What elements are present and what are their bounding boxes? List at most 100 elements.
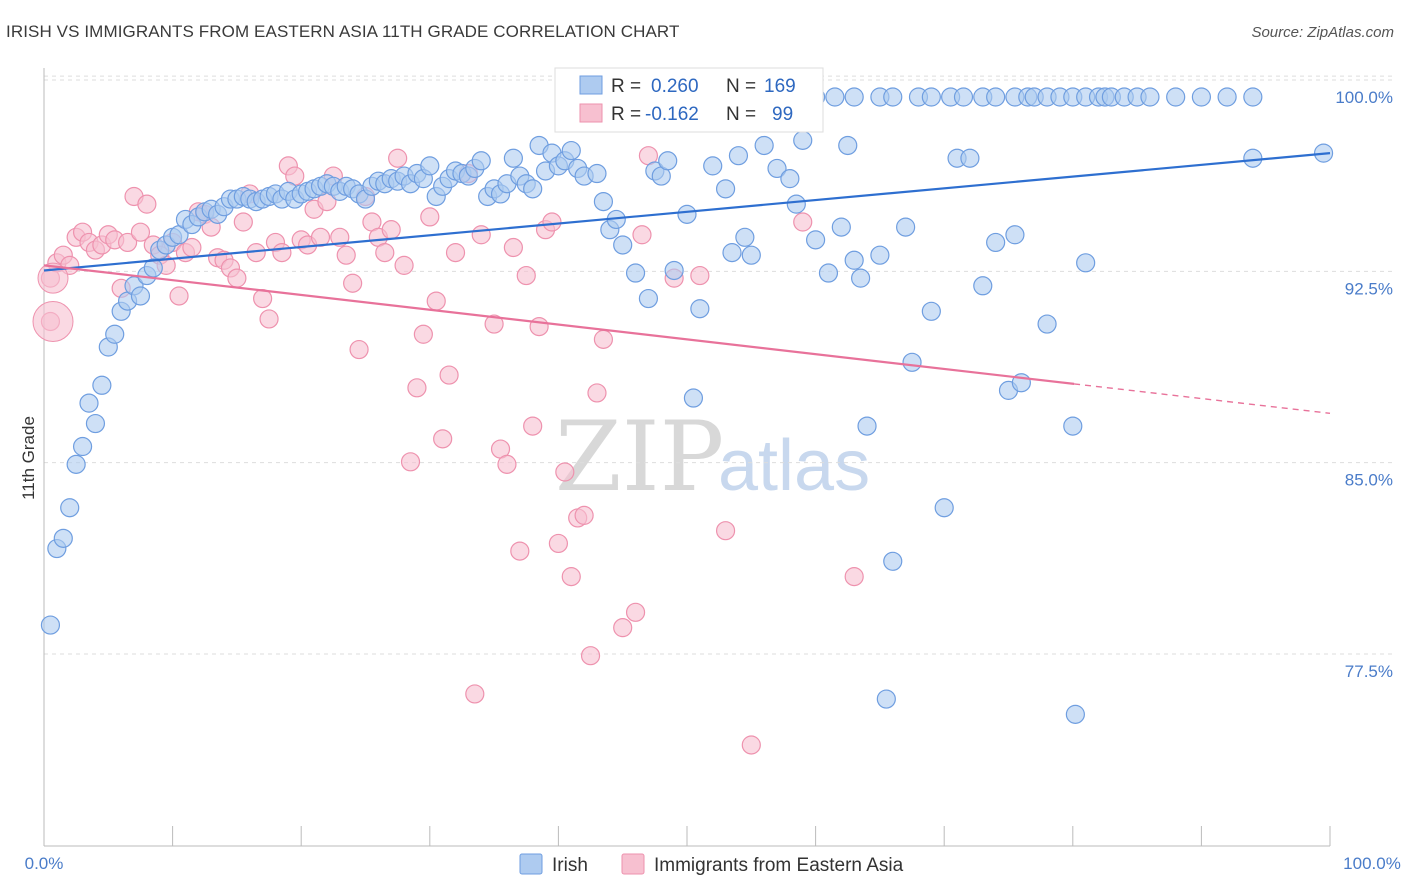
irish-point bbox=[66, 454, 86, 474]
asia-point bbox=[580, 646, 601, 666]
asia-point bbox=[445, 243, 466, 263]
x-tick-label-max: 100.0% bbox=[1343, 854, 1401, 873]
asia-point bbox=[259, 309, 279, 329]
stats-irish-r-value: 0.260 bbox=[651, 76, 699, 97]
irish-point bbox=[818, 263, 839, 283]
asia-point bbox=[632, 225, 652, 245]
irish-point bbox=[523, 179, 543, 199]
legend-asia-swatch bbox=[621, 853, 645, 875]
irish-point bbox=[825, 87, 845, 107]
stats-irish-swatch bbox=[579, 75, 603, 95]
legend-irish-swatch bbox=[519, 853, 543, 875]
stats-asia-r-value: -0.162 bbox=[645, 104, 699, 125]
asia-point bbox=[349, 339, 369, 360]
asia-point bbox=[587, 383, 607, 403]
asia-point bbox=[433, 429, 453, 449]
asia-point bbox=[625, 602, 646, 622]
irish-point bbox=[728, 146, 749, 166]
chart-title: IRISH VS IMMIGRANTS FROM EASTERN ASIA 11… bbox=[6, 22, 680, 41]
asia-point bbox=[233, 212, 253, 232]
asia-point bbox=[613, 618, 633, 638]
asia-point bbox=[375, 243, 395, 263]
asia-point bbox=[715, 521, 736, 541]
irish-point bbox=[72, 436, 93, 457]
irish-point bbox=[1037, 314, 1057, 334]
irish-point bbox=[625, 263, 646, 283]
irish-point bbox=[53, 528, 73, 548]
asia-trend-line-extension bbox=[1074, 383, 1331, 415]
stats-irish-n-label: N = bbox=[726, 76, 756, 97]
irish-point bbox=[986, 232, 1006, 253]
irish-point bbox=[793, 130, 813, 150]
irish-point bbox=[703, 156, 723, 176]
asia-point bbox=[497, 454, 517, 474]
y-axis-label: 11th Grade bbox=[19, 416, 38, 500]
y-tick-label: 92.5% bbox=[1345, 279, 1393, 298]
asia-large-point bbox=[32, 300, 74, 342]
irish-point bbox=[1217, 87, 1237, 107]
asia-point bbox=[394, 255, 414, 275]
irish-point bbox=[767, 158, 787, 179]
irish-point bbox=[953, 87, 974, 107]
irish-point bbox=[741, 245, 761, 265]
irish-point bbox=[986, 87, 1006, 107]
stats-asia-r-label: R = bbox=[611, 104, 641, 125]
asia-point bbox=[465, 684, 485, 704]
asia-point bbox=[516, 265, 536, 286]
asia-point bbox=[548, 533, 569, 554]
irish-point bbox=[805, 230, 826, 250]
irish-point bbox=[92, 375, 112, 395]
y-tick-labels: 77.5% 85.0% 92.5% 100.0% bbox=[1335, 88, 1393, 681]
irish-point bbox=[831, 217, 851, 237]
x-ticks bbox=[43, 826, 1331, 846]
asia-point bbox=[336, 245, 356, 265]
irish-point bbox=[844, 250, 864, 270]
irish-point bbox=[471, 151, 491, 171]
asia-point bbox=[484, 314, 504, 334]
irish-point bbox=[683, 388, 704, 408]
asia-point bbox=[117, 232, 138, 253]
asia-point bbox=[343, 273, 363, 293]
irish-point bbox=[786, 194, 806, 214]
series-asia-points bbox=[32, 87, 864, 755]
irish-point bbox=[857, 416, 877, 436]
asia-point bbox=[523, 416, 543, 436]
asia-point bbox=[555, 462, 575, 482]
irish-point bbox=[870, 245, 890, 265]
irish-point bbox=[593, 191, 614, 212]
irish-point bbox=[921, 87, 941, 107]
asia-point bbox=[574, 505, 594, 525]
irish-point bbox=[1166, 87, 1186, 107]
irish-point bbox=[1140, 87, 1160, 107]
irish-point bbox=[902, 352, 922, 372]
irish-point bbox=[735, 227, 755, 247]
watermark-atlas: atlas bbox=[718, 426, 870, 506]
stats-irish-n-value: 169 bbox=[764, 76, 796, 97]
irish-point bbox=[79, 393, 99, 413]
stats-asia-swatch bbox=[579, 103, 603, 123]
irish-point bbox=[677, 204, 697, 224]
irish-point bbox=[780, 169, 800, 189]
asia-point bbox=[741, 735, 761, 755]
irish-point bbox=[561, 140, 581, 161]
asia-point bbox=[137, 194, 157, 214]
asia-point bbox=[529, 317, 549, 337]
y-tick-label: 85.0% bbox=[1345, 471, 1393, 490]
x-tick-label-min: 0.0% bbox=[25, 854, 64, 873]
watermark: ZIP atlas bbox=[555, 401, 870, 513]
irish-point bbox=[844, 87, 864, 107]
irish-point bbox=[851, 268, 871, 288]
stats-irish-r-label: R = bbox=[611, 76, 641, 97]
asia-point bbox=[471, 225, 491, 245]
irish-point bbox=[40, 615, 61, 635]
asia-point bbox=[503, 237, 523, 258]
series-irish-points bbox=[40, 87, 1334, 724]
irish-point bbox=[1191, 87, 1212, 107]
irish-point bbox=[883, 551, 903, 571]
irish-point bbox=[690, 299, 710, 319]
irish-point bbox=[883, 87, 903, 107]
asia-point bbox=[510, 541, 530, 561]
asia-point bbox=[542, 212, 562, 232]
irish-point bbox=[503, 148, 523, 168]
asia-point bbox=[439, 365, 459, 385]
